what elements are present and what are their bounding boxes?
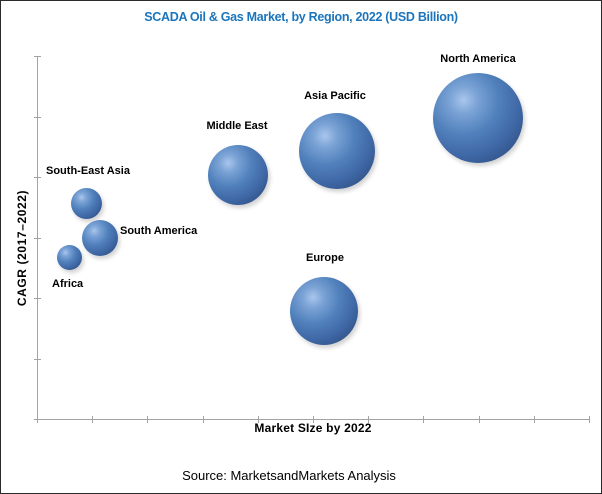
y-axis-tick (34, 237, 41, 239)
x-axis-title: Market SIze by 2022 (254, 421, 372, 435)
bubble-africa (56, 244, 82, 270)
bubble-label-asia-pacific: Asia Pacific (304, 90, 366, 102)
bubble-south-east-asia (70, 187, 102, 219)
source-note: Source: MarketsandMarkets Analysis (182, 468, 396, 483)
x-axis-tick (147, 416, 149, 423)
x-axis-tick (478, 416, 480, 423)
chart-title: SCADA Oil & Gas Market, by Region, 2022 … (144, 10, 458, 24)
y-axis-tick (34, 419, 41, 420)
bubble-middle-east (208, 145, 268, 205)
bubble-north-america (433, 73, 523, 163)
x-axis-tick (92, 416, 94, 423)
x-axis-tick (368, 416, 370, 423)
x-axis-tick (313, 416, 314, 423)
x-axis-tick (257, 416, 259, 423)
bubble-south-america (82, 220, 118, 256)
y-axis-tick (34, 358, 41, 360)
bubble-label-europe: Europe (306, 252, 344, 264)
x-axis-tick (533, 416, 535, 423)
x-axis-tick (423, 416, 425, 423)
y-axis-title: CAGR (2017–2022) (15, 189, 29, 307)
bubble-europe (290, 277, 358, 345)
y-axis-tick (34, 177, 41, 178)
bubble-label-south-america: South America (120, 225, 198, 237)
bubble-asia-pacific (299, 113, 375, 189)
bubble-label-africa: Africa (52, 278, 84, 290)
bubble-label-north-america: North America (440, 53, 516, 65)
bubble-label-south-east-asia: South-East Asia (46, 165, 130, 177)
y-axis-tick (34, 298, 41, 299)
y-axis-tick (34, 56, 41, 57)
x-axis-tick (589, 416, 590, 423)
x-axis-tick (202, 416, 204, 423)
bubble-label-middle-east: Middle East (206, 120, 268, 132)
y-axis-tick (34, 116, 41, 118)
